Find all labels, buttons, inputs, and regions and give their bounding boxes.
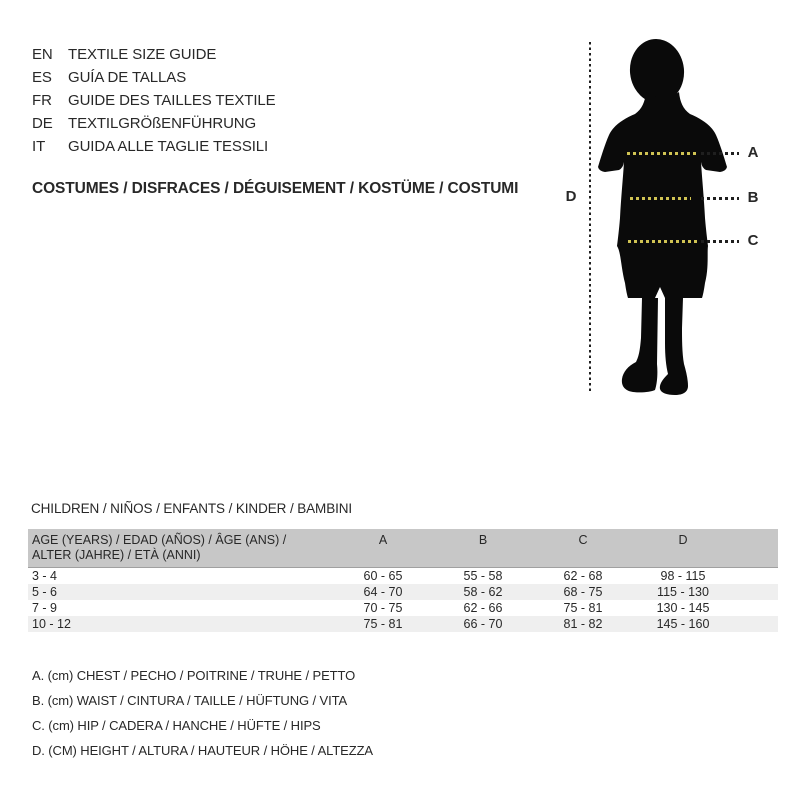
row-filler [733,616,778,632]
height-cell: 145 - 160 [656,617,710,631]
language-title: GUIDE DES TAILLES TEXTILE [68,92,276,109]
category-line: COSTUMES / DISFRACES / DÉGUISEMENT / KOS… [32,180,519,197]
chest-cell: 70 - 75 [363,601,403,615]
child-silhouette-image [598,39,727,395]
language-row-en: EN TEXTILE SIZE GUIDE [32,43,276,66]
age-header-line2: ALTER (JAHRE) / ETÀ (ANNI) [32,548,201,562]
chest-measure-leader [701,152,739,155]
row-filler [733,584,778,600]
table-row: 7 - 9 70 - 75 62 - 66 75 - 81 130 - 145 [28,600,778,616]
header-filler [733,533,778,563]
table-row: 10 - 12 75 - 81 66 - 70 81 - 82 145 - 16… [28,616,778,632]
language-title: GUÍA DE TALLAS [68,69,187,86]
language-code: ES [32,69,52,86]
age-cell: 5 - 6 [32,585,58,599]
height-cell: 98 - 115 [660,569,706,583]
legend-waist: B. (cm) WAIST / CINTURA / TAILLE / HÜFTU… [32,693,348,708]
hip-measure-line [628,240,699,243]
measure-label-d: D [565,188,577,205]
waist-measure-line [630,197,691,200]
height-cell: 130 - 145 [656,601,710,615]
language-row-it: IT GUIDA ALLE TAGLIE TESSILI [32,135,276,158]
age-header-line1: AGE (YEARS) / EDAD (AÑOS) / ÂGE (ANS) / [32,533,287,547]
hip-cell: 81 - 82 [563,617,603,631]
row-filler [733,568,778,584]
waist-cell: 62 - 66 [463,601,503,615]
chest-cell: 75 - 81 [363,617,403,631]
language-code: EN [32,46,53,63]
hip-measure-leader [701,240,739,243]
chest-measure-line [627,152,698,155]
hip-cell: 68 - 75 [563,585,603,599]
chest-cell: 60 - 65 [363,569,403,583]
column-header-b: B [478,533,488,547]
table-section-title: CHILDREN / NIÑOS / ENFANTS / KINDER / BA… [31,501,353,516]
size-table: AGE (YEARS) / EDAD (AÑOS) / ÂGE (ANS) / … [28,529,778,632]
table-row: 5 - 6 64 - 70 58 - 62 68 - 75 115 - 130 [28,584,778,600]
language-row-es: ES GUÍA DE TALLAS [32,66,276,89]
language-code: DE [32,115,53,132]
waist-cell: 55 - 58 [463,569,503,583]
row-filler [733,600,778,616]
age-cell: 7 - 9 [32,601,58,615]
age-column-header: AGE (YEARS) / EDAD (AÑOS) / ÂGE (ANS) / … [28,533,333,563]
hip-cell: 62 - 68 [563,569,603,583]
waist-measure-leader [701,197,739,200]
column-header-d: D [678,533,688,547]
age-cell: 3 - 4 [32,569,58,583]
language-code: FR [32,92,52,109]
age-cell: 10 - 12 [32,617,71,631]
measure-label-b: B [747,189,759,206]
chest-cell: 64 - 70 [363,585,403,599]
legend-chest: A. (cm) CHEST / PECHO / POITRINE / TRUHE… [32,668,356,683]
measure-label-a: A [747,144,759,161]
language-title: TEXTILE SIZE GUIDE [68,46,217,63]
measurement-legend: A. (cm) CHEST / PECHO / POITRINE / TRUHE… [32,663,373,763]
height-measure-line [589,42,591,394]
waist-cell: 58 - 62 [463,585,503,599]
height-cell: 115 - 130 [657,585,709,599]
table-row: 3 - 4 60 - 65 55 - 58 62 - 68 98 - 115 [28,568,778,584]
size-table-header: AGE (YEARS) / EDAD (AÑOS) / ÂGE (ANS) / … [28,529,778,568]
legend-height: D. (CM) HEIGHT / ALTURA / HAUTEUR / HÖHE… [32,743,373,758]
language-row-de: DE TEXTILGRÖßENFÜHRUNG [32,112,276,135]
language-title: GUIDA ALLE TAGLIE TESSILI [68,138,269,155]
measure-label-c: C [747,232,759,249]
size-figure: D A B C [560,35,780,405]
hip-cell: 75 - 81 [563,601,603,615]
legend-hip: C. (cm) HIP / CADERA / HANCHE / HÜFTE / … [32,718,321,733]
column-header-a: A [378,533,388,547]
language-title: TEXTILGRÖßENFÜHRUNG [68,115,257,132]
language-row-fr: FR GUIDE DES TAILLES TEXTILE [32,89,276,112]
language-title-list: EN TEXTILE SIZE GUIDE ES GUÍA DE TALLAS … [32,43,276,158]
language-code: IT [32,138,46,155]
waist-cell: 66 - 70 [463,617,503,631]
column-header-c: C [578,533,588,547]
